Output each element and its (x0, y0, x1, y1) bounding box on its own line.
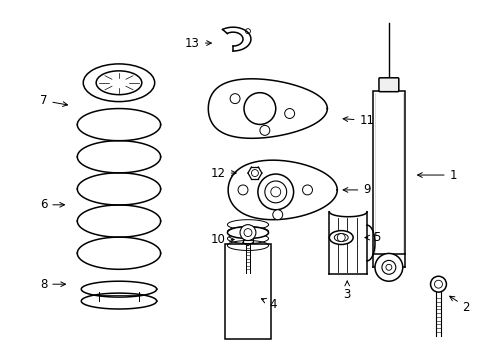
Ellipse shape (83, 64, 154, 102)
Ellipse shape (328, 231, 352, 244)
Circle shape (259, 125, 269, 135)
Circle shape (264, 181, 286, 203)
Circle shape (270, 187, 280, 197)
Text: 12: 12 (210, 167, 236, 180)
Text: 2: 2 (449, 296, 469, 314)
Text: 4: 4 (261, 297, 276, 311)
FancyBboxPatch shape (378, 78, 398, 92)
Text: 6: 6 (40, 198, 64, 211)
Circle shape (244, 229, 251, 237)
Ellipse shape (227, 227, 268, 239)
Circle shape (434, 280, 442, 288)
Circle shape (244, 93, 275, 125)
Circle shape (251, 170, 258, 176)
Circle shape (240, 225, 255, 240)
Circle shape (385, 264, 391, 270)
Circle shape (302, 185, 312, 195)
Ellipse shape (334, 234, 347, 242)
Text: 11: 11 (343, 114, 374, 127)
Circle shape (284, 109, 294, 118)
FancyBboxPatch shape (372, 91, 404, 255)
Text: 13: 13 (184, 37, 211, 50)
Circle shape (337, 234, 345, 242)
FancyBboxPatch shape (224, 244, 270, 339)
Circle shape (374, 253, 402, 281)
Text: 5: 5 (364, 231, 380, 244)
Circle shape (429, 276, 446, 292)
Circle shape (245, 29, 250, 33)
Text: 1: 1 (417, 168, 456, 181)
Text: 9: 9 (343, 184, 370, 197)
Circle shape (230, 94, 240, 104)
Text: 7: 7 (40, 94, 67, 107)
Ellipse shape (96, 71, 142, 95)
Circle shape (381, 260, 395, 274)
Text: 10: 10 (210, 233, 234, 246)
Text: 3: 3 (343, 281, 350, 301)
Text: 8: 8 (40, 278, 65, 291)
Circle shape (272, 210, 282, 220)
Circle shape (238, 185, 247, 195)
Circle shape (257, 174, 293, 210)
